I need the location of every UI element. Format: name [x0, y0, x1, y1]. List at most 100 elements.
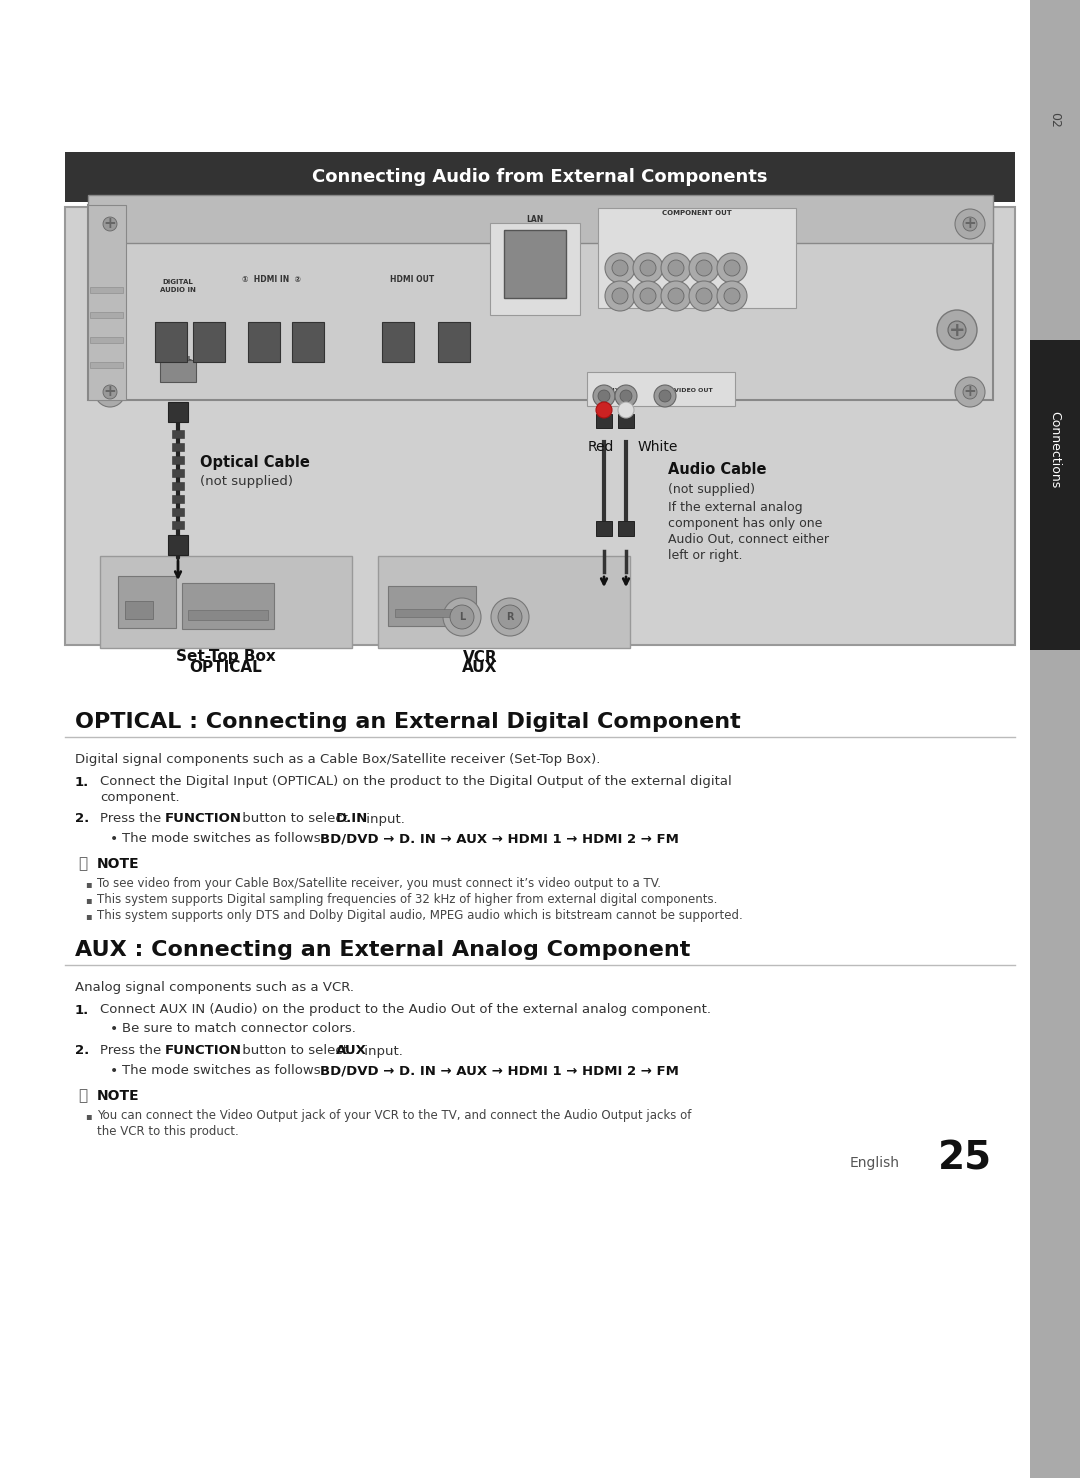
Bar [1030, 340, 1080, 650]
Text: •: • [110, 1064, 118, 1077]
Bar [172, 469, 184, 477]
Circle shape [450, 605, 474, 630]
Text: AUX IN: AUX IN [605, 387, 630, 393]
Circle shape [95, 208, 125, 239]
Text: 02: 02 [1049, 112, 1062, 129]
Bar [172, 482, 184, 491]
Circle shape [955, 377, 985, 406]
Text: You can connect the Video Output jack of your VCR to the TV, and connect the Aud: You can connect the Video Output jack of… [97, 1110, 691, 1122]
Text: +: + [104, 384, 117, 399]
Text: 2.: 2. [75, 813, 90, 826]
Bar [100, 556, 352, 647]
Circle shape [724, 288, 740, 304]
Bar [87, 205, 126, 401]
Text: The mode switches as follows :: The mode switches as follows : [122, 1064, 334, 1077]
Circle shape [696, 288, 712, 304]
Text: White: White [638, 440, 678, 454]
Text: FUNCTION: FUNCTION [165, 1045, 242, 1057]
Text: left or right.: left or right. [669, 548, 743, 562]
Bar [90, 362, 123, 368]
Bar [188, 610, 268, 619]
Text: VCR: VCR [462, 649, 497, 665]
Circle shape [618, 402, 634, 418]
Text: Press the: Press the [100, 1045, 165, 1057]
Circle shape [717, 281, 747, 310]
Bar [125, 602, 153, 619]
Bar [395, 609, 457, 616]
Text: AUX : Connecting an External Analog Component: AUX : Connecting an External Analog Comp… [75, 940, 690, 961]
Bar [596, 414, 612, 429]
Text: •: • [110, 1021, 118, 1036]
Text: Audio Out, connect either: Audio Out, connect either [669, 532, 829, 545]
Text: Press the: Press the [100, 813, 165, 826]
Bar [618, 414, 634, 429]
Bar [87, 195, 993, 242]
Text: input.: input. [362, 813, 405, 826]
Text: Audio Cable: Audio Cable [669, 463, 767, 477]
Bar [248, 322, 280, 362]
Circle shape [612, 260, 627, 276]
Circle shape [605, 281, 635, 310]
Text: OPTICAL : Connecting an External Digital Component: OPTICAL : Connecting an External Digital… [75, 712, 741, 732]
Bar [172, 430, 184, 437]
Circle shape [689, 253, 719, 282]
Text: 📝: 📝 [78, 1088, 87, 1104]
Text: +: + [963, 384, 976, 399]
Circle shape [612, 288, 627, 304]
Circle shape [620, 390, 632, 402]
Bar [160, 361, 195, 381]
Circle shape [948, 321, 966, 338]
Text: To see video from your Cable Box/Satellite receiver, you must connect it’s video: To see video from your Cable Box/Satelli… [97, 878, 661, 891]
Text: L: L [459, 612, 465, 622]
Circle shape [491, 599, 529, 636]
Bar [504, 231, 566, 299]
Bar [168, 535, 188, 556]
Bar [596, 522, 612, 537]
Text: AUX: AUX [462, 661, 498, 675]
Circle shape [955, 208, 985, 239]
Circle shape [963, 217, 977, 231]
Text: DIGITAL
AUDIO IN: DIGITAL AUDIO IN [160, 279, 195, 293]
Bar [87, 205, 993, 401]
Bar [490, 223, 580, 315]
Text: HDMI OUT: HDMI OUT [390, 275, 434, 284]
Circle shape [596, 402, 612, 418]
Circle shape [654, 384, 676, 406]
Bar [156, 322, 187, 362]
Text: OPTICAL: OPTICAL [163, 356, 193, 361]
Circle shape [659, 390, 671, 402]
Text: +: + [948, 321, 966, 340]
Circle shape [689, 281, 719, 310]
Text: Optical Cable: Optical Cable [200, 455, 310, 470]
Text: (not supplied): (not supplied) [200, 476, 293, 489]
Bar [618, 522, 634, 537]
Bar [292, 322, 324, 362]
Text: BD/DVD → D. IN → AUX → HDMI 1 → HDMI 2 → FM: BD/DVD → D. IN → AUX → HDMI 1 → HDMI 2 →… [320, 832, 679, 845]
Text: Analog signal components such as a VCR.: Analog signal components such as a VCR. [75, 980, 354, 993]
Text: The mode switches as follows :: The mode switches as follows : [122, 832, 334, 845]
Bar [183, 582, 274, 630]
Text: NOTE: NOTE [97, 1089, 139, 1103]
Bar [388, 585, 476, 627]
Circle shape [640, 288, 656, 304]
Text: This system supports only DTS and Dolby Digital audio, MPEG audio which is bitst: This system supports only DTS and Dolby … [97, 909, 743, 922]
Text: component.: component. [100, 792, 179, 804]
Circle shape [498, 605, 522, 630]
Text: R: R [507, 612, 514, 622]
Bar [90, 337, 123, 343]
Circle shape [633, 281, 663, 310]
Text: Digital signal components such as a Cable Box/Satellite receiver (Set-Top Box).: Digital signal components such as a Cabl… [75, 752, 600, 766]
Text: This system supports Digital sampling frequencies of 32 kHz of higher from exter: This system supports Digital sampling fr… [97, 894, 717, 906]
Circle shape [605, 253, 635, 282]
Text: component has only one: component has only one [669, 516, 822, 529]
Text: Set-Top Box: Set-Top Box [176, 649, 275, 665]
Circle shape [103, 217, 117, 231]
Circle shape [724, 260, 740, 276]
Bar [378, 556, 630, 647]
Circle shape [615, 384, 637, 406]
Circle shape [633, 253, 663, 282]
Bar [172, 457, 184, 464]
Circle shape [598, 390, 610, 402]
Circle shape [103, 384, 117, 399]
Bar [172, 443, 184, 451]
